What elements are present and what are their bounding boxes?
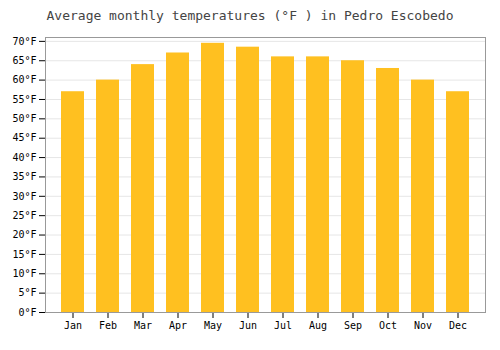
svg-text:Mar: Mar [134,320,152,331]
svg-text:Sep: Sep [344,320,362,331]
svg-text:Apr: Apr [169,320,187,331]
svg-text:40°F: 40°F [12,152,36,163]
svg-text:Jul: Jul [274,320,292,331]
svg-text:70°F: 70°F [12,36,36,47]
svg-text:20°F: 20°F [12,229,36,240]
svg-text:May: May [204,320,222,331]
svg-text:35°F: 35°F [12,171,36,182]
svg-text:Oct: Oct [379,320,397,331]
svg-text:Nov: Nov [414,320,432,331]
svg-text:50°F: 50°F [12,113,36,124]
html-text:Average monthly temperatures (: Average monthly temperatures (°F ) in Pe… [46,8,454,23]
svg-text:Dec: Dec [449,320,467,331]
svg-text:Feb: Feb [99,320,117,331]
svg-text:45°F: 45°F [12,132,36,143]
svg-text:25°F: 25°F [12,210,36,221]
svg-text:10°F: 10°F [12,268,36,279]
svg-text:Aug: Aug [309,320,327,331]
svg-text:Jun: Jun [239,320,257,331]
svg-text:15°F: 15°F [12,249,36,260]
svg-text:Jan: Jan [64,320,82,331]
svg-text:30°F: 30°F [12,191,36,202]
svg-text:5°F: 5°F [18,287,36,298]
svg-text:60°F: 60°F [12,74,36,85]
svg-text:0°F: 0°F [18,307,36,318]
svg-text:65°F: 65°F [12,55,36,66]
svg-text:55°F: 55°F [12,94,36,105]
